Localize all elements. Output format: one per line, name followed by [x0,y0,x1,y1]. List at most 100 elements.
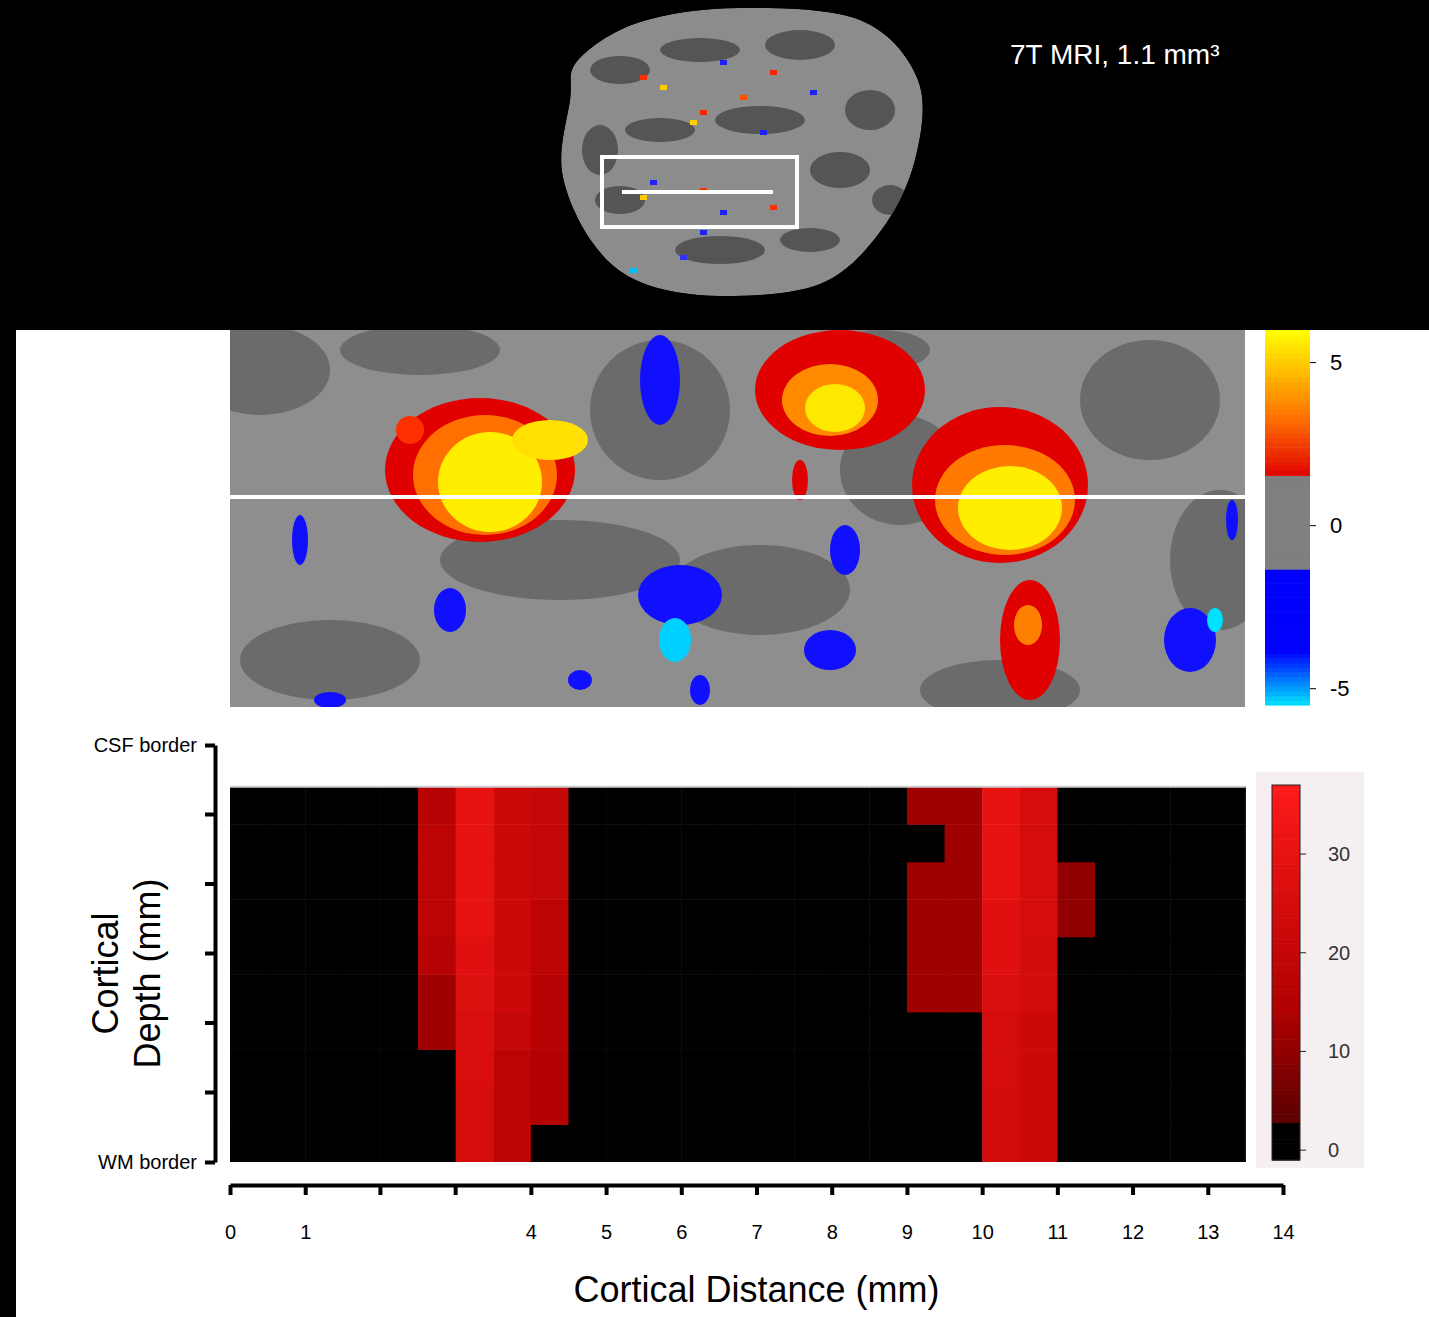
colorbar-tick [1310,362,1316,363]
activation-blob [830,525,860,575]
heatmap-cell [456,862,494,900]
activation-blob [792,460,808,500]
x-tick: 12 [1122,1185,1144,1243]
heatmap-cell [757,787,795,825]
colorbar-swatch [1265,588,1310,593]
colorbar-frame [1272,785,1300,1160]
heatmap-cell [343,824,381,862]
heatmap-cell [456,899,494,937]
colorbar-swatch [1272,1114,1300,1119]
colorbar-swatch [1272,1077,1300,1082]
colorbar-swatch [1265,550,1310,555]
heatmap-cell [945,974,983,1012]
colorbar-swatch [1265,358,1310,363]
colorbar-swatch [1272,893,1300,898]
colorbar-swatch [1272,823,1300,828]
colorbar-swatch [1265,518,1310,523]
heatmap-cell [568,937,606,975]
colorbar-swatch [1265,396,1310,401]
heatmap-cell [1208,1087,1246,1125]
heatmap-cell [681,824,719,862]
heatmap-cell [794,824,832,862]
heatmap-cell [531,824,569,862]
heatmap-cell [869,937,907,975]
activation-speck [640,75,647,80]
heatmap-cell [1020,1049,1058,1087]
colorbar-swatch [1265,583,1310,588]
heatmap-cell [1095,862,1133,900]
colorbar-swatch [1265,621,1310,626]
colorbar-swatch [1272,1152,1300,1157]
colorbar-swatch [1265,658,1310,663]
activation-speck [770,70,777,75]
sulcus [872,185,908,215]
x-axis-title: Cortical Distance (mm) [573,1269,939,1310]
colorbar-swatch [1272,993,1300,998]
heatmap-cell [1133,787,1171,825]
heatmap-cell [1057,1012,1095,1050]
colorbar-swatch [1265,546,1310,551]
map-background [230,330,1245,707]
activation-speck [630,268,637,273]
colorbar-swatch [1265,700,1310,705]
profile-line [622,190,773,194]
heatmap-cell [1133,974,1171,1012]
heatmap-cell [1095,937,1133,975]
heatmap-cell [719,824,757,862]
heatmap-cell [757,974,795,1012]
heatmap-cell [757,1087,795,1125]
colorbar-swatch [1272,977,1300,982]
heatmap-cell [794,974,832,1012]
colorbar-swatch [1265,593,1310,598]
colorbar-swatch [1265,532,1310,537]
colorbar-swatch [1265,461,1310,466]
colorbar-swatch [1265,653,1310,658]
colorbar-swatch [1265,499,1310,504]
activation-speck [660,85,667,90]
heatmap-cell [644,1087,682,1125]
colorbar-swatch [1265,419,1310,424]
heatmap-cell [531,1049,569,1087]
heatmap-cell [493,1124,531,1162]
heatmap-cell [418,862,456,900]
y-tick-label: CSF border [94,734,198,756]
y-tick-mark [205,952,215,956]
heatmap-cell [945,787,983,825]
heatmap-cell [1208,1124,1246,1162]
heatmap-cell [305,974,343,1012]
activation-speck [720,210,727,215]
heatmap-cell [681,937,719,975]
heatmap-cell [493,974,531,1012]
activation-speck [700,230,707,235]
colorbar-swatch [1272,989,1300,994]
heatmap-cell [644,899,682,937]
colorbar-tick-label: 0 [1330,513,1342,538]
colorbar-tick [1300,1051,1306,1052]
heatmap-cell [982,824,1020,862]
colorbar-swatch [1265,649,1310,654]
heatmap-cell [305,787,343,825]
sulcus [590,56,650,84]
sulcus [660,38,740,62]
heatmap-cell [945,899,983,937]
heatmap-cell [907,1087,945,1125]
colorbar-swatch [1265,564,1310,569]
activation-blob [1014,605,1042,645]
colorbar-swatch [1265,503,1310,508]
heatmap-cell [230,1087,268,1125]
heatmap-cell [907,974,945,1012]
heatmap-cell [907,1049,945,1087]
colorbar-swatch [1272,1098,1300,1103]
x-tick-label: 13 [1197,1221,1219,1243]
x-tick: 11 [1047,1185,1068,1243]
heatmap-cell [1020,974,1058,1012]
activation-blob [568,670,592,690]
activation-blob [640,335,680,425]
heatmap-cell [1095,1124,1133,1162]
heatmap-cell [681,787,719,825]
colorbar-swatch [1272,868,1300,873]
sulcus [1080,340,1220,460]
colorbar-swatch [1272,1031,1300,1036]
colorbar-swatch [1272,806,1300,811]
y-tick: WM border [98,1151,215,1173]
